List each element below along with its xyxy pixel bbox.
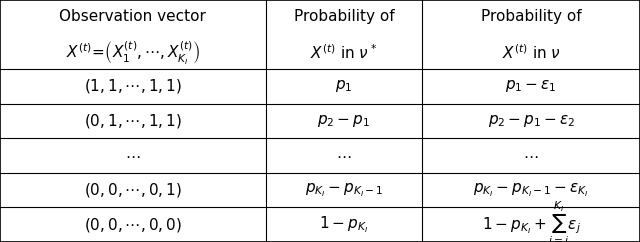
Text: $X^{(t)}\!=\!\left(X_1^{(t)},\cdots,X_{K_I}^{(t)}\right)$: $X^{(t)}\!=\!\left(X_1^{(t)},\cdots,X_{K… — [66, 39, 200, 66]
Text: Observation vector: Observation vector — [60, 9, 206, 24]
Text: $p_1$: $p_1$ — [335, 78, 353, 94]
Text: $p_{K_I} - p_{K_I-1}$: $p_{K_I} - p_{K_I-1}$ — [305, 181, 383, 199]
Text: Probability of: Probability of — [481, 9, 582, 24]
Text: Probability of: Probability of — [294, 9, 394, 24]
Text: $\cdots$: $\cdots$ — [524, 148, 539, 163]
Text: $X^{(t)}$ in $\nu$: $X^{(t)}$ in $\nu$ — [502, 43, 561, 62]
Text: $(0,1,\cdots,1,1)$: $(0,1,\cdots,1,1)$ — [84, 112, 182, 130]
Text: $(0,0,\cdots,0,1)$: $(0,0,\cdots,0,1)$ — [84, 181, 182, 199]
Text: $1 - p_{K_I} + \sum_{i=j}^{K_I} \epsilon_j$: $1 - p_{K_I} + \sum_{i=j}^{K_I} \epsilon… — [482, 200, 580, 242]
Text: $p_2 - p_1 - \epsilon_2$: $p_2 - p_1 - \epsilon_2$ — [488, 113, 575, 129]
Text: $\cdots$: $\cdots$ — [125, 148, 141, 163]
Text: $p_{K_I} - p_{K_I-1} - \epsilon_{K_I}$: $p_{K_I} - p_{K_I-1} - \epsilon_{K_I}$ — [473, 181, 589, 199]
Text: $\cdots$: $\cdots$ — [336, 148, 352, 163]
Text: $X^{(t)}$ in $\nu^*$: $X^{(t)}$ in $\nu^*$ — [310, 43, 378, 62]
Text: $1 - p_{K_I}$: $1 - p_{K_I}$ — [319, 214, 369, 235]
Text: $p_2 - p_1$: $p_2 - p_1$ — [317, 113, 371, 129]
Text: $(0,0,\cdots,0,0)$: $(0,0,\cdots,0,0)$ — [84, 216, 182, 234]
Text: $(1,1,\cdots,1,1)$: $(1,1,\cdots,1,1)$ — [84, 77, 182, 95]
Text: $p_1 - \epsilon_1$: $p_1 - \epsilon_1$ — [506, 78, 557, 94]
